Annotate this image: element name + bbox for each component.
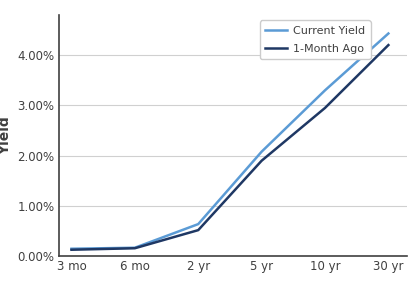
1-Month Ago	[196, 228, 201, 232]
Legend: Current Yield, 1-Month Ago: Current Yield, 1-Month Ago	[260, 21, 370, 59]
1-Month Ago	[69, 248, 74, 252]
Line: 1-Month Ago: 1-Month Ago	[71, 45, 388, 250]
Line: Current Yield: Current Yield	[71, 33, 388, 249]
1-Month Ago	[386, 43, 391, 47]
Current Yield	[132, 246, 137, 249]
1-Month Ago	[259, 159, 264, 162]
1-Month Ago	[132, 246, 137, 250]
Current Yield	[386, 32, 391, 35]
1-Month Ago	[323, 106, 328, 110]
Current Yield	[259, 150, 264, 153]
Current Yield	[196, 222, 201, 226]
Current Yield	[69, 247, 74, 251]
Current Yield	[323, 89, 328, 92]
Y-axis label: Yield: Yield	[0, 116, 12, 155]
